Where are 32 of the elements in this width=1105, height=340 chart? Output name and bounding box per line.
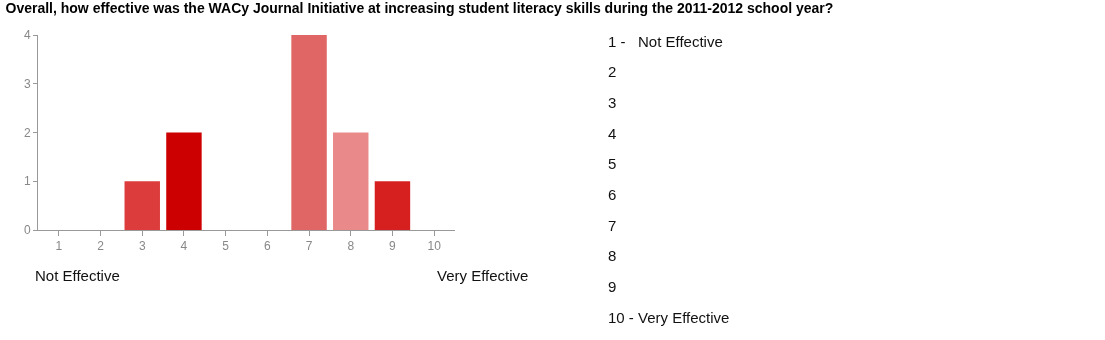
y-tick-label: 2 [23, 125, 31, 140]
y-tick-label: 3 [23, 76, 31, 91]
text: 10 - Very Effective [608, 309, 730, 326]
x-tick-label: 1 [55, 239, 63, 254]
text: Not Effective [35, 267, 120, 284]
x-tick-label: 4 [180, 239, 188, 254]
text: Very Effective [437, 267, 529, 284]
y-tick-label: 4 [23, 28, 31, 43]
bar [333, 132, 369, 230]
text: 9 [608, 278, 617, 295]
bar [124, 181, 160, 230]
text: 6 [608, 186, 617, 203]
x-tick-label: 3 [138, 239, 146, 254]
y-tick-label: 1 [23, 174, 31, 189]
text: 4 [608, 125, 617, 142]
bar [291, 35, 327, 230]
chart-title: Overall, how effective was the WACy Journal Initiative at increasing student literacy skills during the 2011-2012 school year? [5, 0, 834, 16]
bar [166, 132, 202, 230]
text: 7 [608, 217, 617, 234]
x-tick-label: 7 [305, 239, 313, 254]
text: 3 [608, 94, 617, 111]
text: 1 - Not Effective [608, 33, 723, 50]
x-tick-label: 5 [222, 239, 230, 254]
text: 2 [608, 63, 617, 80]
text: 5 [608, 155, 617, 172]
x-tick-label: 2 [97, 239, 105, 254]
x-tick-label: 10 [427, 239, 442, 254]
x-tick-label: 9 [389, 239, 397, 254]
x-tick-label: 8 [347, 239, 355, 254]
y-tick-label: 0 [23, 223, 31, 238]
bar [374, 181, 411, 230]
x-tick-label: 6 [264, 239, 272, 254]
